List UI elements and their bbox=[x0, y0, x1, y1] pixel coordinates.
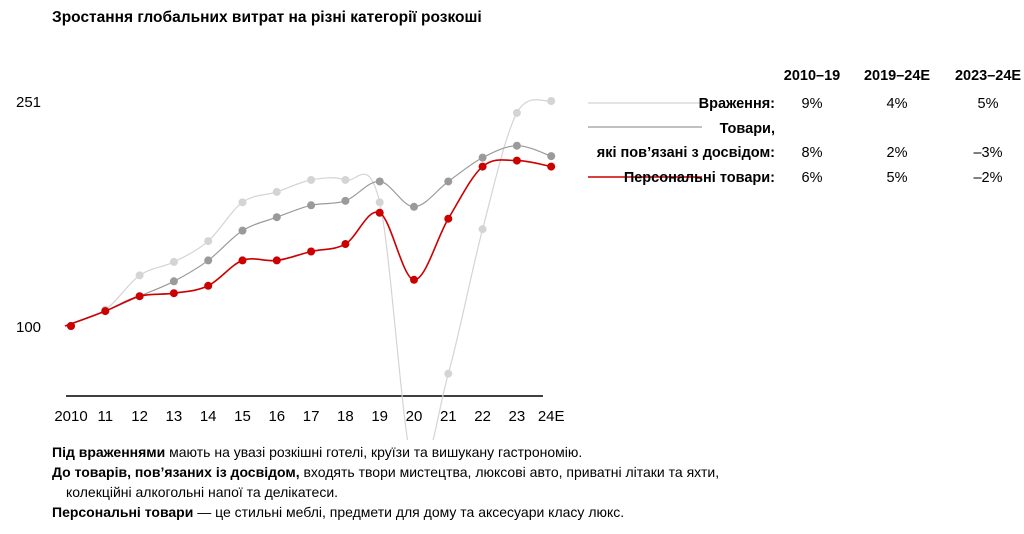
data-point bbox=[375, 198, 384, 207]
footnote-text: входять твори мистецтва, люксові авто, п… bbox=[299, 464, 720, 480]
x-tick-label: 18 bbox=[337, 408, 354, 425]
data-point bbox=[512, 108, 521, 117]
x-tick-label: 11 bbox=[98, 408, 114, 425]
line-chart: 251 100 2010 11 12 13 14 15 16 17 18 19 20 21 22 23 24E 2… bbox=[16, 68, 1021, 440]
table-value: 2% bbox=[887, 145, 908, 161]
data-point bbox=[204, 281, 213, 290]
chart-title: Зростання глобальних витрат на різні кат… bbox=[52, 9, 482, 26]
x-tick-label: 19 bbox=[371, 408, 388, 425]
x-tick-label: 21 bbox=[440, 408, 457, 425]
table-value: 9% bbox=[802, 96, 823, 112]
data-point bbox=[478, 162, 487, 171]
table-value: 5% bbox=[978, 96, 999, 112]
x-tick-label: 2010 bbox=[54, 408, 87, 425]
data-point bbox=[307, 201, 316, 210]
footnote-text: — це стильні меблі, предмети для дому та… bbox=[193, 504, 625, 520]
table-value: 6% bbox=[802, 170, 823, 186]
data-point bbox=[478, 153, 487, 162]
table-header: 2023–24E bbox=[955, 68, 1021, 84]
data-point bbox=[169, 277, 178, 286]
y-tick-label: 100 bbox=[16, 319, 41, 336]
data-point bbox=[101, 307, 110, 316]
data-point bbox=[410, 202, 418, 211]
data-point bbox=[307, 247, 316, 256]
x-tick-label: 23 bbox=[509, 408, 526, 425]
data-point bbox=[307, 175, 316, 184]
x-tick-label: 22 bbox=[474, 408, 491, 425]
data-point bbox=[272, 213, 281, 222]
data-point bbox=[444, 177, 453, 186]
data-point bbox=[135, 292, 144, 301]
data-point bbox=[272, 187, 281, 196]
footnotes: Під враженнями мають на увазі розкішні г… bbox=[52, 442, 719, 522]
data-point bbox=[341, 175, 350, 184]
table-value: –2% bbox=[973, 170, 1002, 186]
x-tick-label: 13 bbox=[166, 408, 183, 425]
data-point bbox=[238, 256, 247, 265]
data-point bbox=[375, 177, 384, 186]
footnote-line: колекційні алкогольні напої та делікатес… bbox=[52, 482, 719, 502]
data-point bbox=[204, 256, 213, 265]
data-point bbox=[272, 256, 281, 265]
data-point bbox=[547, 97, 556, 105]
data-point bbox=[67, 322, 75, 330]
footnote-text: мають на увазі розкішні готелі, круїзи т… bbox=[165, 444, 583, 460]
y-tick-label: 251 bbox=[16, 94, 41, 111]
x-tick-label: 20 bbox=[406, 408, 423, 425]
legend-label: Товари, bbox=[720, 121, 775, 137]
table-header: 2019–24E bbox=[864, 68, 930, 84]
data-point bbox=[410, 275, 418, 284]
data-point bbox=[341, 240, 350, 249]
data-point bbox=[444, 214, 453, 223]
footnote-line: Під враженнями мають на увазі розкішні г… bbox=[52, 442, 719, 462]
table-value: 4% bbox=[887, 96, 908, 112]
data-point bbox=[238, 198, 247, 207]
data-point bbox=[204, 237, 213, 246]
data-point bbox=[444, 369, 453, 378]
data-point bbox=[169, 257, 178, 266]
legend-label: Враження: bbox=[699, 96, 775, 112]
table-value: –3% bbox=[973, 145, 1002, 161]
series-line bbox=[64, 99, 552, 440]
x-tick-label: 12 bbox=[131, 408, 148, 425]
footnote-line: Персональні товари — це стильні меблі, п… bbox=[52, 502, 719, 522]
data-point bbox=[512, 141, 521, 150]
series-line bbox=[64, 159, 552, 327]
data-point bbox=[512, 156, 521, 165]
x-tick-label: 16 bbox=[268, 408, 285, 425]
data-point bbox=[375, 208, 384, 217]
footnote-bold: Персональні товари bbox=[52, 504, 194, 520]
x-tick-label: 17 bbox=[303, 408, 320, 425]
table-value: 5% bbox=[887, 170, 908, 186]
x-tick-label: 24E bbox=[538, 408, 565, 425]
table-header: 2010–19 bbox=[784, 68, 840, 84]
footnote-text: колекційні алкогольні напої та делікатес… bbox=[66, 484, 339, 500]
table-value: 8% bbox=[802, 145, 823, 161]
x-tick-label: 14 bbox=[200, 408, 217, 425]
footnote-bold: До товарів, пов’язаних із досвідом, bbox=[52, 464, 300, 480]
legend-label: які пов’язані з досвідом: bbox=[597, 145, 775, 161]
data-point bbox=[341, 196, 350, 205]
data-point bbox=[169, 289, 178, 298]
legend-label: Персональні товари: bbox=[624, 170, 775, 186]
data-point bbox=[547, 162, 556, 171]
data-point bbox=[238, 226, 247, 235]
x-tick-label: 15 bbox=[234, 408, 251, 425]
footnote-line: До товарів, пов’язаних із досвідом, вход… bbox=[52, 462, 719, 482]
data-point bbox=[547, 152, 556, 161]
data-point bbox=[478, 225, 487, 234]
data-point bbox=[135, 271, 144, 280]
footnote-bold: Під враженнями bbox=[52, 444, 166, 460]
